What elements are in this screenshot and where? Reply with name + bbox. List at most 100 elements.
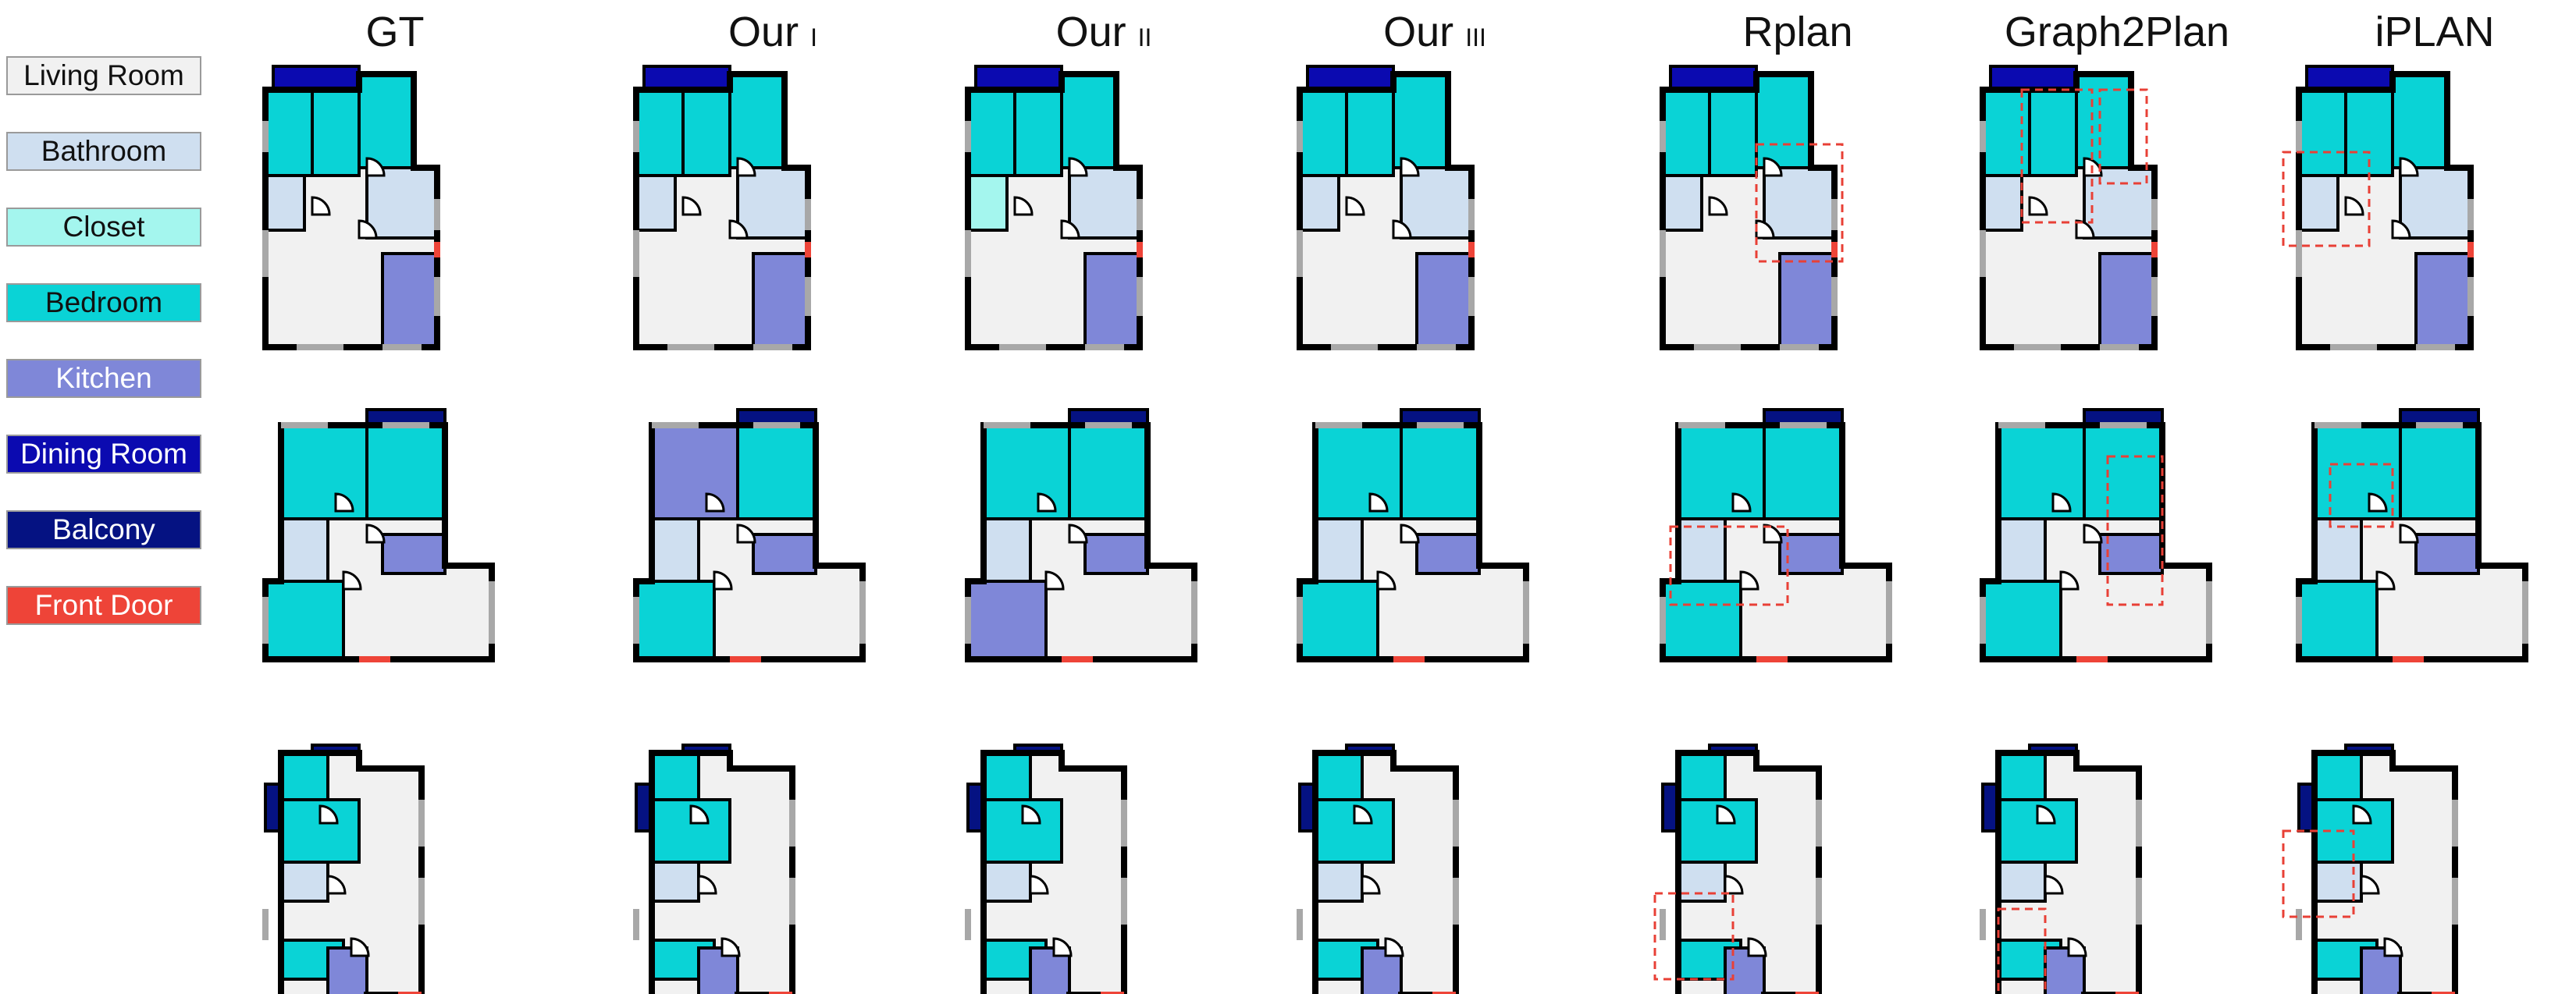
room (1661, 88, 1711, 177)
window (2467, 199, 2474, 230)
window (2100, 422, 2147, 428)
outer-wall (262, 422, 495, 662)
room (982, 424, 1071, 520)
window (1694, 344, 1741, 350)
room (381, 252, 439, 349)
window (262, 121, 269, 152)
room (2313, 751, 2363, 801)
window (1297, 597, 1303, 644)
front-door (1432, 992, 1456, 994)
outer-wall (1297, 422, 1529, 662)
outer-wall (2296, 422, 2528, 662)
door (2368, 492, 2388, 513)
room (1763, 424, 1844, 520)
difference-highlight (2020, 88, 2094, 224)
difference-highlight (1755, 143, 1844, 263)
door (2028, 196, 2048, 216)
column-title-graph2plan: Graph2Plan (2004, 9, 2230, 55)
window (434, 277, 440, 316)
window (418, 800, 425, 847)
door (1755, 219, 1775, 240)
room (736, 166, 809, 240)
room (2414, 533, 2480, 575)
room (1314, 751, 1364, 801)
window (262, 597, 269, 644)
room (982, 517, 1032, 583)
front-door (2432, 992, 2455, 994)
front-door (1468, 242, 1475, 257)
floor-plan-1 (633, 65, 811, 350)
room (1778, 252, 1836, 349)
outer-wall (1675, 750, 1822, 994)
window (1297, 909, 1303, 940)
window (1831, 277, 1838, 316)
window (1816, 800, 1822, 847)
door (1400, 524, 1420, 544)
room (1677, 751, 1727, 801)
legend-closet: Closet (6, 208, 201, 247)
door (1013, 196, 1034, 216)
window (2100, 344, 2139, 350)
room (2391, 73, 2449, 169)
room (1314, 517, 1364, 583)
room (2414, 252, 2472, 349)
door (1747, 937, 1767, 957)
door (2059, 570, 2080, 591)
window (1085, 422, 1132, 428)
floor-plan-4 (1660, 65, 1844, 350)
difference-highlight (2098, 88, 2148, 185)
room (279, 424, 368, 520)
window (1660, 230, 1666, 277)
room (1345, 88, 1395, 177)
window (2452, 800, 2458, 847)
column-title-our-3: Our III (1383, 9, 1486, 55)
floor-plan-6 (2282, 65, 2474, 350)
window (633, 597, 639, 644)
door (1400, 157, 1420, 177)
room (1400, 424, 1481, 520)
outer-wall (1660, 422, 1892, 662)
window (667, 344, 714, 350)
door (1739, 570, 1759, 591)
room (1013, 88, 1063, 177)
window (1085, 344, 1124, 350)
outer-wall (1995, 750, 2142, 994)
top-room (1306, 65, 1395, 91)
window (1980, 121, 1986, 152)
door (713, 570, 733, 591)
room (381, 533, 447, 575)
door (1353, 804, 1373, 825)
room (650, 517, 700, 583)
front-door (2115, 992, 2139, 994)
outer-wall (633, 422, 866, 662)
legend-dining-room: Dining Room (6, 435, 201, 474)
room (1314, 424, 1403, 520)
room (966, 88, 1016, 177)
room (1981, 580, 2062, 661)
room (1997, 861, 2047, 903)
door (2083, 524, 2103, 544)
room (2399, 166, 2472, 240)
floor-plan-18 (1653, 744, 1822, 994)
room (1677, 517, 1727, 583)
room (2313, 517, 2363, 583)
door (736, 524, 756, 544)
room (1392, 73, 1450, 169)
door (1037, 492, 1057, 513)
window (418, 878, 425, 925)
floor-plan-10 (1297, 408, 1529, 662)
room (1314, 861, 1364, 903)
room (1298, 174, 1340, 232)
room (1661, 580, 1742, 661)
door (326, 875, 347, 895)
room (1755, 73, 1813, 169)
window (965, 121, 971, 152)
window (753, 422, 800, 428)
window (1297, 230, 1303, 277)
window (2151, 199, 2158, 230)
window (965, 230, 971, 277)
room (966, 174, 1009, 232)
front-door (2151, 242, 2158, 257)
column-title-gt: GT (365, 9, 425, 55)
window (633, 909, 639, 940)
